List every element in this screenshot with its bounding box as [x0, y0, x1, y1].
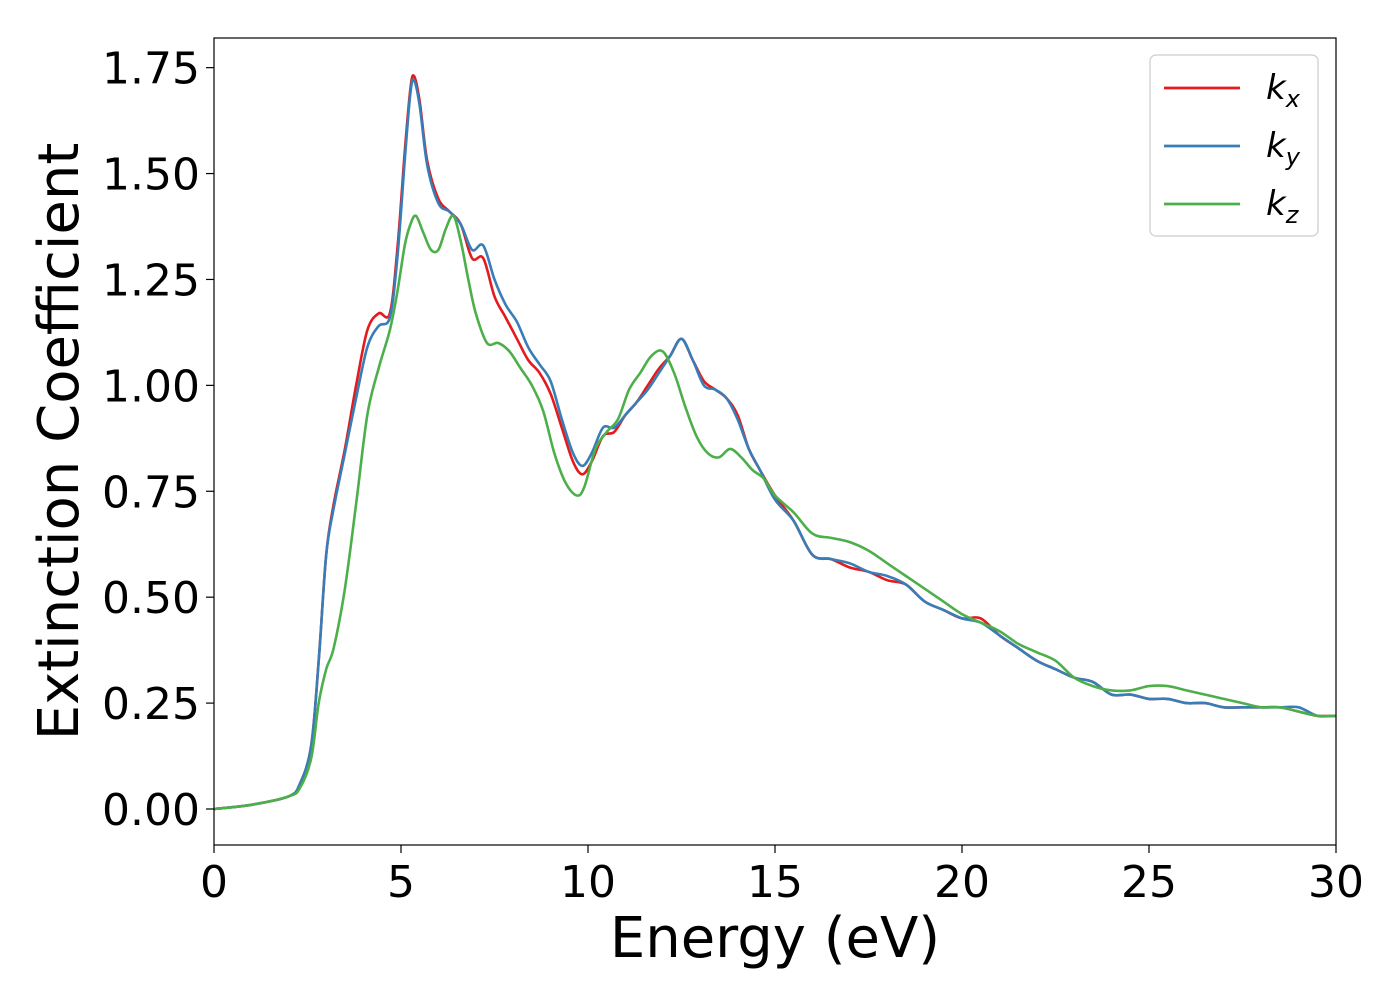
x-tick-label: 30 [1308, 857, 1364, 908]
x-axis-label: Energy (eV) [610, 906, 940, 971]
x-tick-label: 0 [200, 857, 228, 908]
legend-label-kz: kz [1266, 184, 1300, 229]
x-tick-label: 5 [387, 857, 415, 908]
legend-label-kx: kx [1266, 68, 1301, 113]
y-tick-label: 1.50 [102, 150, 200, 201]
y-tick-label: 0.00 [102, 785, 200, 836]
x-tick-label: 15 [747, 857, 803, 908]
series-line-ky [214, 78, 1336, 811]
x-tick-label: 20 [934, 857, 990, 908]
legend: kx ky kz [1149, 54, 1319, 237]
y-tick-label: 1.75 [102, 44, 200, 95]
y-tick-label: 0.75 [102, 467, 200, 518]
y-tick-label: 1.25 [102, 255, 200, 306]
series-line-kz [214, 214, 1336, 811]
series-layer [214, 74, 1336, 811]
y-axis-label: Extinction Coefficient [27, 143, 92, 741]
x-tick-label: 10 [560, 857, 616, 908]
y-tick-label: 0.25 [102, 679, 200, 730]
y-tick-label: 0.50 [102, 573, 200, 624]
x-axis-ticks: 0 5 10 15 20 25 30 [200, 845, 1364, 908]
x-tick-label: 25 [1121, 857, 1177, 908]
legend-label-ky: ky [1266, 126, 1301, 171]
y-tick-label: 1.00 [102, 361, 200, 412]
y-axis-ticks: 0.00 0.25 0.50 0.75 1.00 1.25 1.50 1.75 [102, 44, 214, 836]
